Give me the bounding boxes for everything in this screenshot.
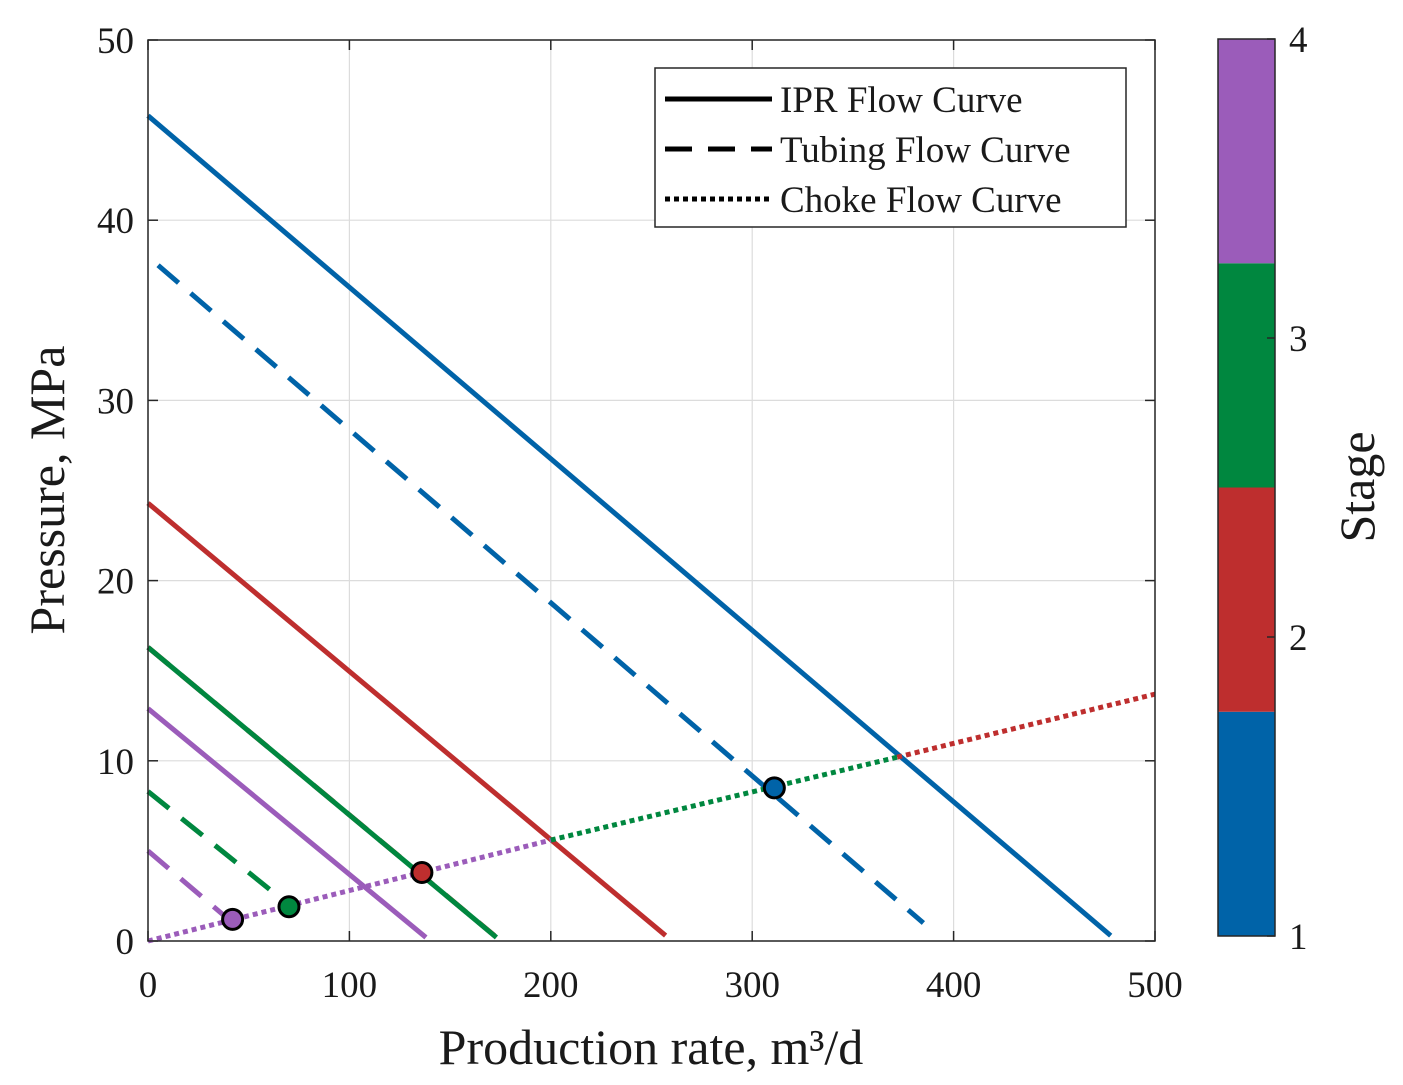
legend: IPR Flow Curve Tubing Flow Curve Choke F… <box>654 67 1127 228</box>
legend-label-choke: Choke Flow Curve <box>780 180 1062 221</box>
operating-point-stage-3 <box>277 895 301 919</box>
y-tick-label: 30 <box>97 381 134 422</box>
x-tick-label: 200 <box>523 965 579 1006</box>
colorbar: 1 2 3 4 Stage <box>1217 20 1385 958</box>
colorbar-tick-label: 2 <box>1289 618 1308 659</box>
y-tick-label: 50 <box>97 21 134 62</box>
y-axis-title: Pressure, MPa <box>19 346 75 635</box>
colorbar-tick-label: 3 <box>1289 319 1308 360</box>
colorbar-tick-label: 4 <box>1289 20 1308 61</box>
y-tick-label: 10 <box>97 742 134 783</box>
colorbar-band-stage-3 <box>1218 263 1275 488</box>
y-tick-label: 40 <box>97 201 134 242</box>
series-ipr-stage-1 <box>146 113 1113 938</box>
x-tick-label: 100 <box>322 965 378 1006</box>
operating-point-stage-2 <box>410 861 434 885</box>
legend-label-ipr: IPR Flow Curve <box>780 80 1023 121</box>
series-ipr-stage-4 <box>146 706 428 940</box>
x-tick-label: 300 <box>724 965 780 1006</box>
series-tubing-stage-3 <box>146 789 291 907</box>
operating-point-stage-4 <box>221 907 245 931</box>
y-tick-label: 20 <box>97 562 134 603</box>
series-ipr-stage-3 <box>146 645 499 940</box>
colorbar-tick-label: 1 <box>1289 917 1308 958</box>
plot-frame <box>147 39 1156 942</box>
x-axis-title: Production rate, m³/d <box>439 1019 864 1075</box>
x-tick-label: 0 <box>139 965 158 1006</box>
colorbar-band-stage-1 <box>1218 711 1275 936</box>
tick-labels: 0 100 200 300 400 500 0 10 20 30 40 50 <box>97 21 1183 1006</box>
series-tubing-stage-1 <box>156 263 926 925</box>
series-lines <box>146 113 1156 944</box>
series-ipr-stage-2 <box>146 501 668 938</box>
legend-label-tubing: Tubing Flow Curve <box>780 130 1071 171</box>
operating-point-stage-1 <box>762 776 786 800</box>
y-tick-label: 0 <box>116 922 135 963</box>
colorbar-title: Stage <box>1329 431 1385 542</box>
series-tubing-stage-4 <box>146 848 231 922</box>
x-tick-label: 400 <box>926 965 982 1006</box>
colorbar-bands <box>1218 39 1275 936</box>
colorbar-band-stage-4 <box>1218 39 1275 264</box>
x-tick-label: 500 <box>1127 965 1183 1006</box>
colorbar-ticks: 1 2 3 4 <box>1267 20 1308 958</box>
operating-points <box>221 776 786 931</box>
series-choke-stage-4 <box>147 837 552 944</box>
colorbar-band-stage-2 <box>1218 487 1275 712</box>
colorbar-frame <box>1217 38 1276 937</box>
